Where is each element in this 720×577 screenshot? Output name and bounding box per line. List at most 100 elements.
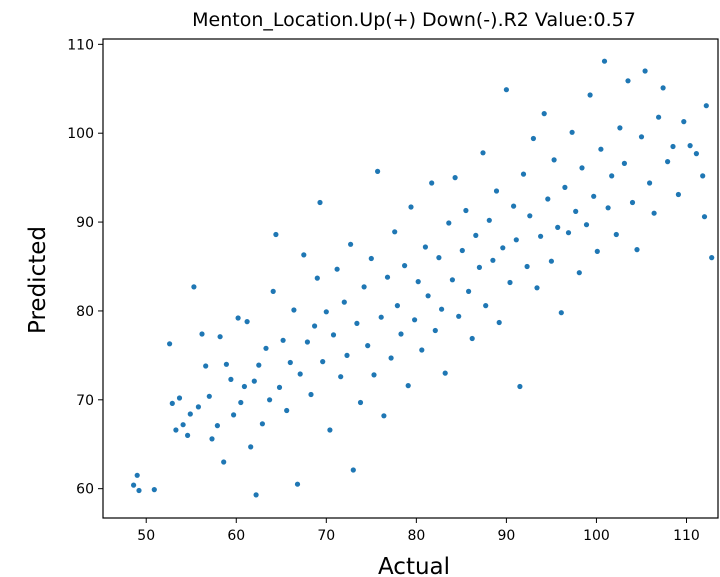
data-point [558,310,564,316]
data-point [429,180,435,186]
data-point [439,306,445,312]
data-point [700,173,706,179]
data-point [513,237,519,243]
data-point [270,288,276,294]
points-layer [131,58,715,498]
data-point [701,214,708,220]
data-point [294,481,301,487]
data-point [280,337,286,343]
data-point [365,343,371,349]
data-point [562,184,568,190]
data-point [256,362,262,368]
data-point [493,188,500,194]
data-point [361,284,367,290]
data-point [384,274,391,280]
data-point [203,363,209,369]
data-point [459,247,465,254]
data-point [555,224,561,230]
data-point [206,393,212,399]
data-point [503,87,509,93]
data-point [134,472,140,478]
data-point [452,175,458,181]
data-point [238,399,244,406]
data-point [670,143,676,150]
data-point [625,78,631,84]
data-point [598,146,604,152]
data-point [486,217,492,223]
y-tick-label: 90 [76,215,94,231]
data-point [415,279,421,285]
data-point [223,361,229,367]
data-point [371,372,377,378]
data-point [151,487,157,493]
data-point [656,114,662,120]
data-point [466,288,472,294]
data-point [251,378,257,384]
data-point [136,487,142,494]
y-tick-label: 60 [76,482,94,498]
data-point [576,270,582,276]
data-point [402,263,408,269]
data-point [214,423,220,429]
data-point [291,307,297,313]
data-point [569,129,575,135]
data-point [591,193,597,199]
data-point [517,383,523,390]
data-point [483,303,489,309]
data-point [314,275,320,281]
data-point [634,247,640,253]
x-tick-label: 60 [227,528,245,544]
data-point [507,279,513,286]
data-point [297,371,303,377]
data-point [267,397,273,403]
x-tick-label: 110 [673,528,700,544]
data-point [244,319,250,325]
data-point [642,68,648,74]
data-point [449,277,455,283]
data-point [422,244,428,250]
data-point [180,422,186,428]
data-point [621,160,628,166]
data-point [609,173,615,179]
x-tick-label: 90 [497,528,515,544]
x-tick-label: 100 [583,528,610,544]
data-point [241,383,247,390]
data-point [687,143,693,149]
data-point [476,264,482,270]
data-point [357,399,364,406]
data-point [131,482,137,488]
data-point [587,92,593,98]
data-point [419,347,425,353]
chart-title: Menton_Location.Up(+) Down(-).R2 Value:0… [192,9,636,31]
data-point [436,255,442,261]
data-point [681,119,687,125]
data-point [392,229,398,235]
x-tick-label: 70 [317,528,335,544]
y-axis-label: Predicted [25,226,51,334]
data-point [330,332,337,338]
y-tick-label: 80 [76,304,94,320]
data-point [405,383,411,389]
data-point [312,323,318,329]
data-point [565,230,572,236]
data-point [510,203,517,209]
data-point [545,196,551,202]
data-point [248,444,254,450]
data-point [284,407,290,414]
data-point [209,436,215,442]
data-point [259,421,265,427]
data-point [304,339,310,345]
data-point [185,432,191,438]
data-point [375,168,381,174]
data-point [534,285,540,291]
data-point [191,284,197,290]
y-tick-label: 100 [67,126,94,142]
data-point [583,222,590,228]
data-point [541,111,547,117]
data-point [412,317,418,323]
data-point [317,199,323,206]
data-point [323,309,329,315]
data-point [432,327,438,334]
data-point [638,134,645,140]
data-point [388,355,394,361]
